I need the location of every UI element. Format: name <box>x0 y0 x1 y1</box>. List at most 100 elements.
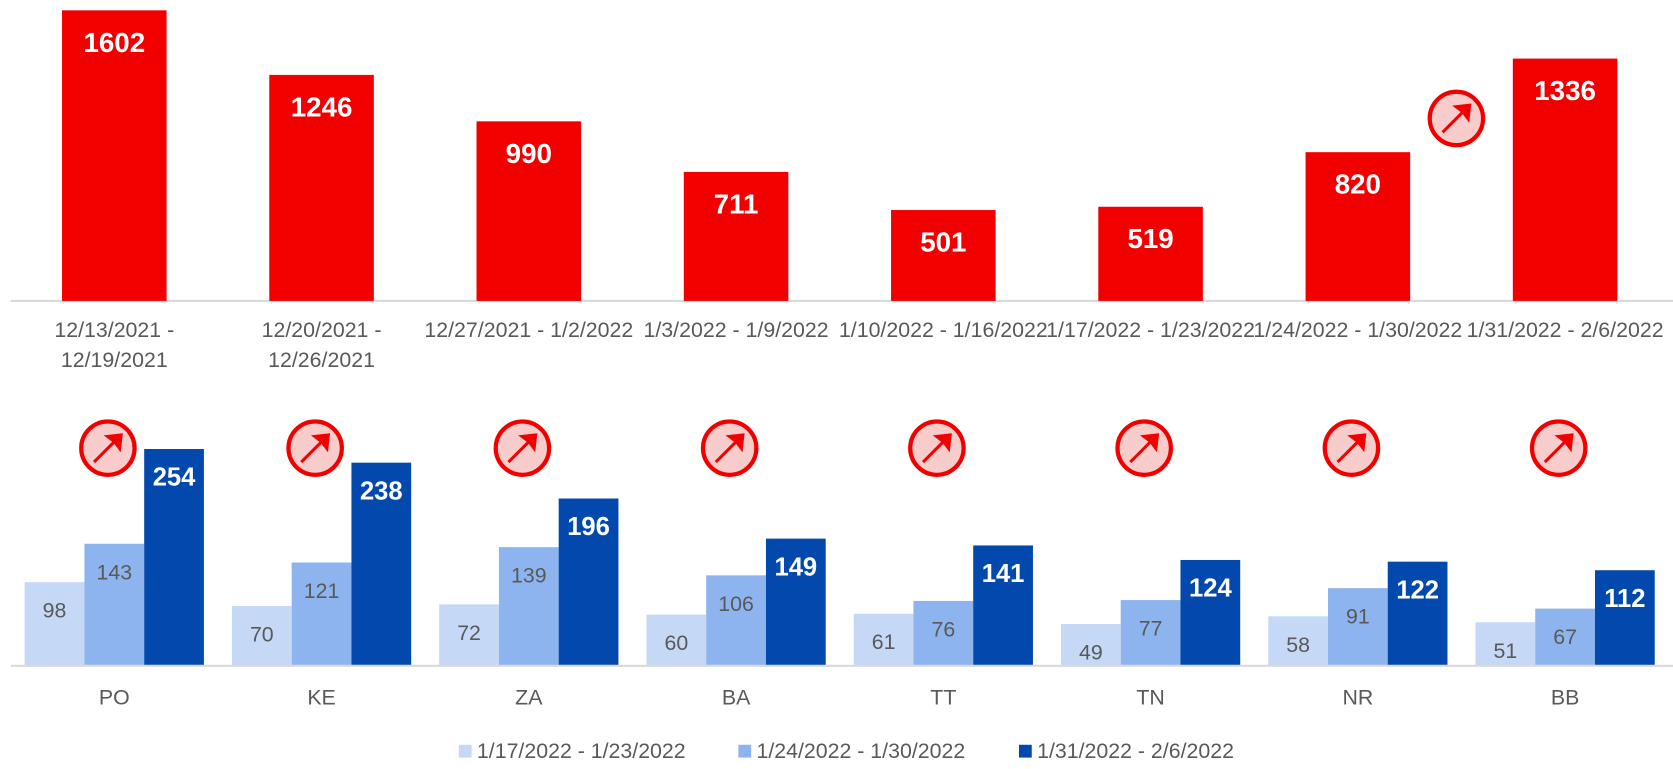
legend-swatch <box>738 744 752 758</box>
legend-label: 1/17/2022 - 1/23/2022 <box>477 739 686 763</box>
legend-label: 1/24/2022 - 1/30/2022 <box>756 739 965 763</box>
trend-arrow-icon <box>1427 89 1486 148</box>
data-label: 58 <box>1286 633 1310 657</box>
category-label-box: 12/13/2021 - 12/19/2021 <box>54 319 175 373</box>
category-label: 1/31/2022 - 2/6/2022 <box>1466 319 1664 343</box>
icon-arrow <box>1336 433 1367 464</box>
category-label-box: 12/20/2021 - 12/26/2021 <box>261 319 382 373</box>
bar <box>1594 570 1655 666</box>
data-label: 1246 <box>291 91 353 122</box>
bar <box>269 74 374 301</box>
data-label: 98 <box>43 599 67 623</box>
icon-arrow <box>300 433 331 464</box>
data-label: 139 <box>511 564 547 588</box>
trend-arrow-icon <box>1529 419 1588 477</box>
category-label-box: 1/24/2022 - 1/30/2022 <box>1253 319 1463 343</box>
trend-arrow-icon <box>1115 419 1173 477</box>
data-label: 519 <box>1127 223 1173 254</box>
category-label: 12/20/2021 - 12/26/2021 <box>261 319 382 373</box>
bar <box>1535 608 1595 666</box>
x-tick-label: BA <box>722 686 751 710</box>
bar <box>84 543 145 666</box>
data-label: 501 <box>920 227 966 258</box>
data-label: 238 <box>360 477 403 505</box>
bar <box>498 547 559 666</box>
bar <box>291 562 352 666</box>
bar <box>231 606 292 666</box>
trend-arrow-icon <box>700 419 759 477</box>
category-label-box: 1/17/2022 - 1/23/2022 <box>1046 319 1256 343</box>
category-label-box: 12/27/2021 - 1/2/2022 <box>424 319 633 342</box>
category-label: 1/17/2022 - 1/23/2022 <box>1046 319 1256 343</box>
data-label: 106 <box>718 592 754 616</box>
legend-swatch <box>1018 744 1032 758</box>
trend-arrow-icon <box>493 419 552 477</box>
bar <box>476 121 582 301</box>
bar <box>973 545 1033 666</box>
data-label: 1336 <box>1534 75 1596 106</box>
bar <box>1475 622 1536 666</box>
data-label: 141 <box>982 560 1025 588</box>
category-label: 1/3/2022 - 1/9/2022 <box>643 319 829 343</box>
bar <box>1098 206 1203 301</box>
x-tick-label: TT <box>930 686 956 710</box>
data-label: 990 <box>506 138 552 169</box>
data-label: 122 <box>1396 576 1439 604</box>
data-label: 196 <box>567 513 610 541</box>
data-label: 1602 <box>83 27 145 58</box>
data-label: 77 <box>1139 617 1163 641</box>
bar <box>439 604 499 666</box>
data-label: 51 <box>1493 639 1517 663</box>
category-label: 12/13/2021 - 12/19/2021 <box>54 319 175 373</box>
category-label-box: 1/10/2022 - 1/16/2022 <box>839 319 1048 342</box>
category-label-box: 1/3/2022 - 1/9/2022 <box>643 319 829 343</box>
data-label: 124 <box>1189 575 1232 603</box>
bar <box>683 171 789 301</box>
data-label: 820 <box>1335 169 1381 200</box>
bar <box>24 582 85 666</box>
bar <box>1512 58 1618 301</box>
bar <box>706 575 766 666</box>
x-tick-label: BB <box>1551 686 1579 710</box>
data-label: 121 <box>304 579 340 603</box>
data-label: 49 <box>1079 641 1103 665</box>
trend-arrow-icon <box>286 419 344 477</box>
bar <box>913 600 974 666</box>
bar <box>1120 600 1181 666</box>
bar <box>558 498 619 666</box>
bar <box>1060 623 1121 666</box>
x-tick-label: ZA <box>515 686 543 710</box>
category-label: 1/24/2022 - 1/30/2022 <box>1253 319 1463 343</box>
x-tick-label: NR <box>1342 686 1373 710</box>
data-label: 76 <box>931 617 955 641</box>
data-label: 60 <box>664 631 688 655</box>
x-tick-label: KE <box>307 686 335 710</box>
bar <box>1268 616 1328 666</box>
bar <box>1327 588 1388 666</box>
data-label: 61 <box>872 630 896 654</box>
bar <box>646 614 707 666</box>
data-label: 70 <box>250 623 274 647</box>
icon-arrow <box>1441 103 1472 134</box>
bar <box>891 210 996 301</box>
icon-arrow <box>714 433 745 464</box>
trend-arrow-icon <box>908 419 966 477</box>
icon-arrow <box>1543 433 1574 464</box>
bar <box>765 538 826 666</box>
data-label: 711 <box>714 188 759 219</box>
bar <box>1387 561 1448 666</box>
trend-arrow-icon <box>79 419 137 477</box>
data-label: 143 <box>97 560 133 584</box>
icon-arrow <box>921 433 952 464</box>
data-label: 254 <box>153 464 196 492</box>
bar <box>853 613 914 666</box>
x-tick-label: PO <box>99 686 130 710</box>
legend-swatch <box>458 744 472 758</box>
bar <box>1180 559 1241 666</box>
bar <box>351 462 412 666</box>
bar <box>1305 152 1411 301</box>
data-label: 67 <box>1553 625 1577 649</box>
category-label-box: 1/31/2022 - 2/6/2022 <box>1466 319 1664 343</box>
bar <box>62 10 167 301</box>
